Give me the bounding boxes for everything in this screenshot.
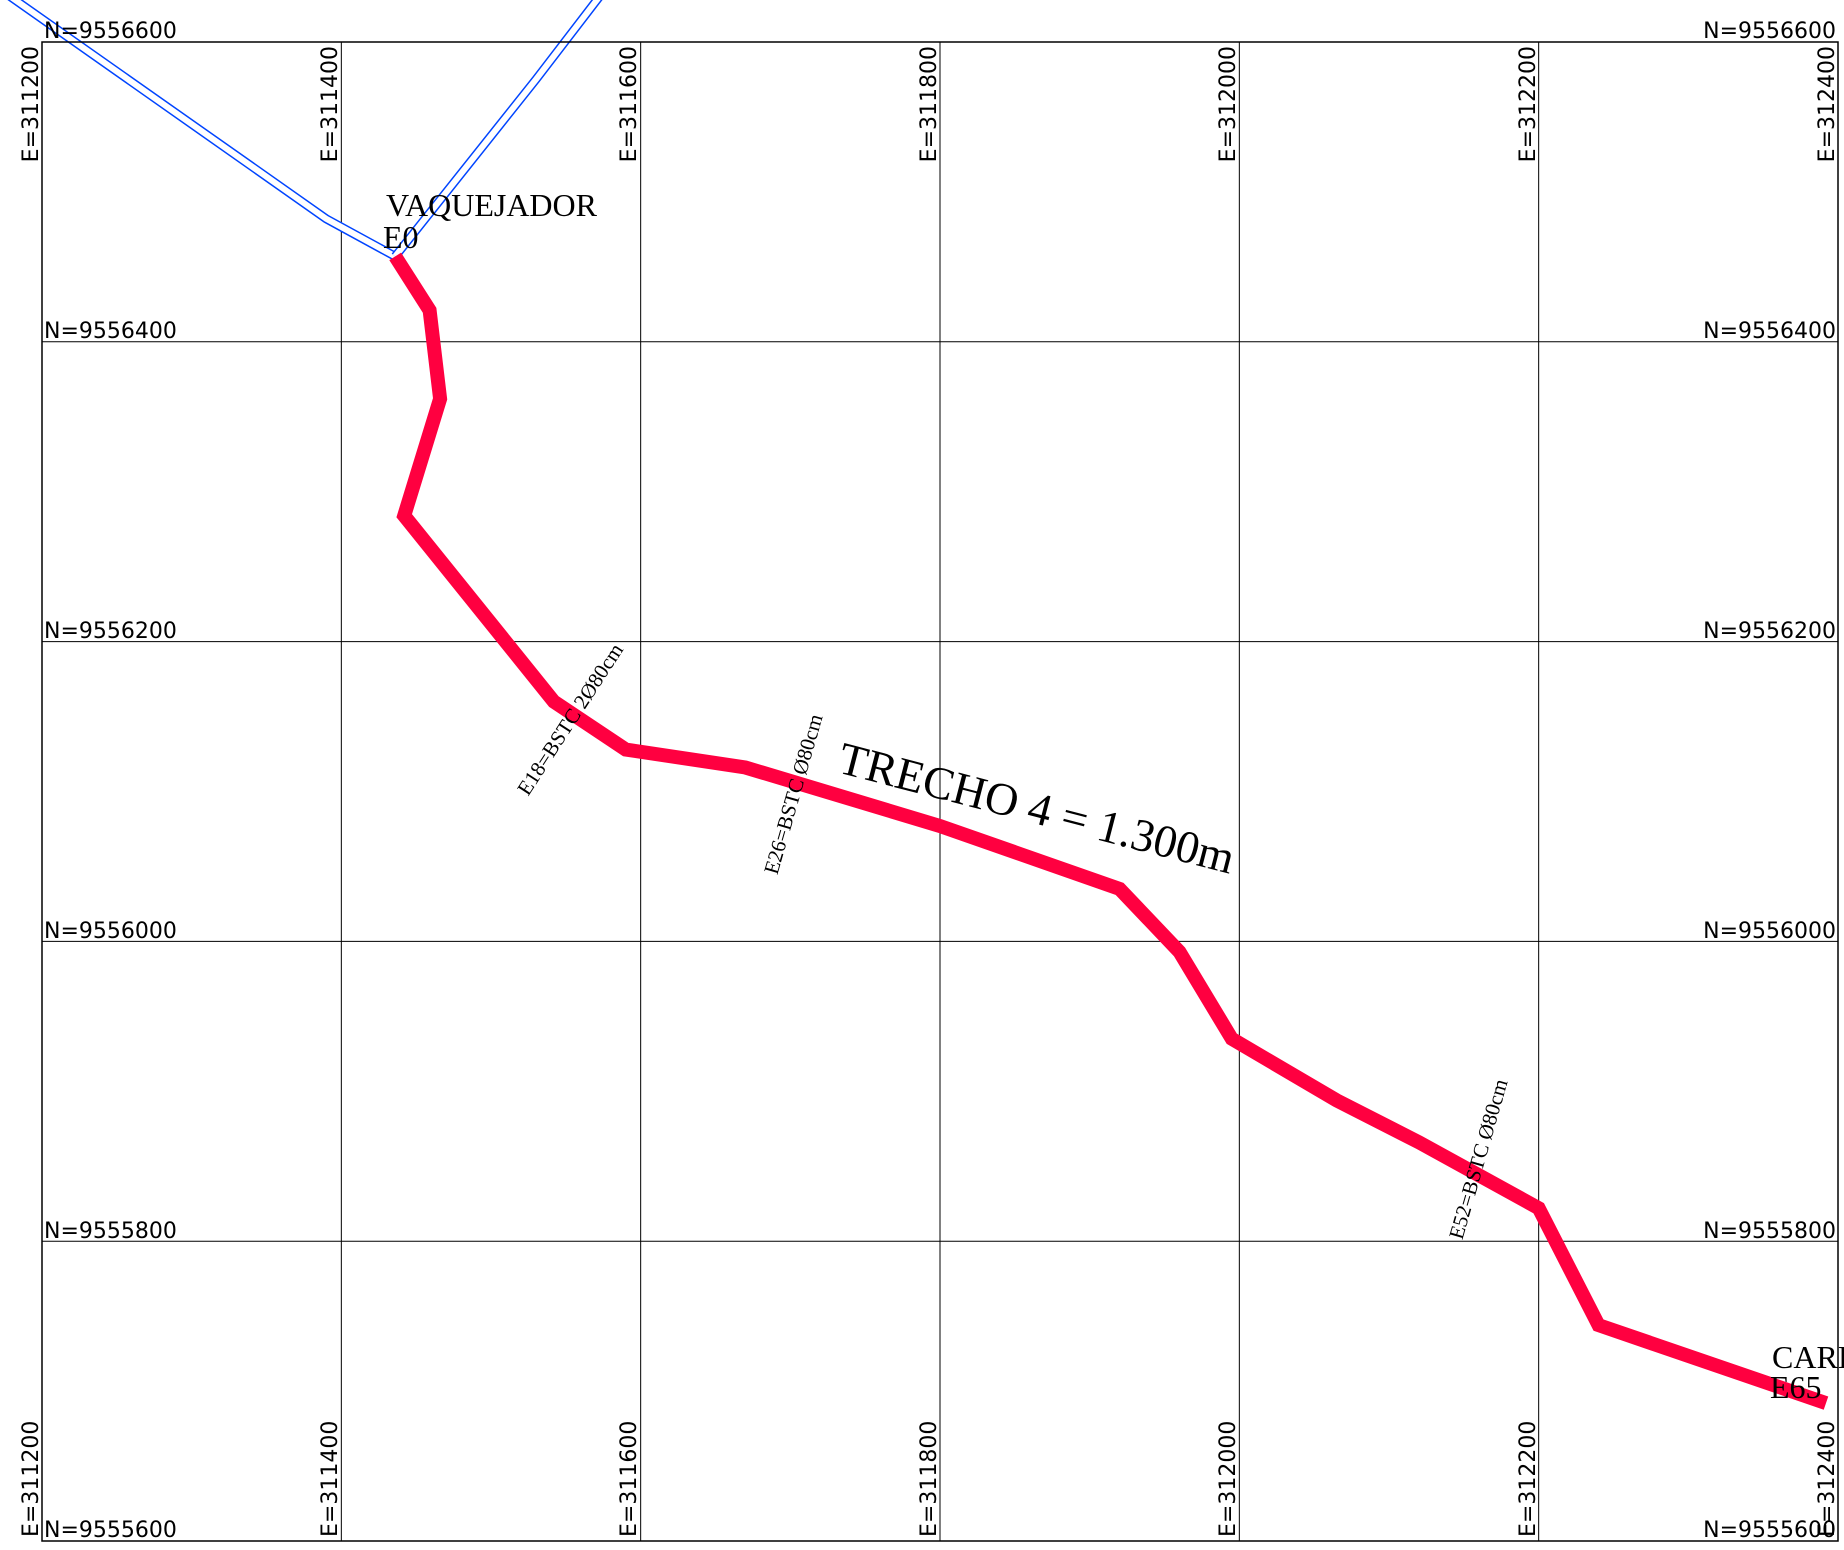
northing-label-left: N=9555600: [44, 1518, 177, 1543]
northing-label-left: N=9556400: [44, 319, 177, 344]
route-trecho-4: [389, 252, 1829, 1410]
easting-label-top: E=312200: [1516, 46, 1541, 162]
easting-label-top: E=311400: [318, 46, 343, 162]
northing-label-left: N=9556600: [44, 19, 177, 44]
start-point-name: VAQUEJADOR: [386, 187, 598, 223]
existing-road-inner: [392, 0, 601, 259]
northing-label-left: N=9556000: [44, 919, 177, 944]
easting-label-bottom: E=311200: [19, 1421, 44, 1537]
easting-label-top: E=311600: [617, 46, 642, 162]
easting-label-bottom: E=312200: [1516, 1421, 1541, 1537]
end-station-label: E65: [1770, 1369, 1822, 1405]
easting-label-top: E=311200: [19, 46, 44, 162]
northing-label-left: N=9556200: [44, 619, 177, 644]
map-frame: [41, 41, 1839, 1542]
northing-label-right: N=9556000: [1703, 919, 1836, 944]
existing-road-inner: [9, 0, 397, 260]
easting-labels: E=311200 E=311200 E=311400 E=311400 E=31…: [19, 46, 1840, 1537]
northing-label-right: N=9556600: [1703, 19, 1836, 44]
coordinate-grid: [42, 42, 1838, 1541]
easting-label-top: E=312000: [1216, 46, 1241, 162]
easting-label-bottom: E=312400: [1815, 1421, 1840, 1537]
northing-label-left: N=9555800: [44, 1219, 177, 1244]
route-line: [389, 252, 1829, 1410]
northing-label-right: N=9555800: [1703, 1219, 1836, 1244]
existing-roads: [7, 0, 603, 261]
easting-label-bottom: E=311600: [617, 1421, 642, 1537]
start-station-label: E0: [383, 219, 419, 255]
easting-label-bottom: E=312000: [1216, 1421, 1241, 1537]
end-point-name: CARI: [1772, 1339, 1844, 1375]
northing-label-right: N=9556200: [1703, 619, 1836, 644]
northing-label-right: N=9555600: [1703, 1518, 1836, 1543]
easting-label-bottom: E=311800: [917, 1421, 942, 1537]
easting-label-top: E=312400: [1815, 46, 1840, 162]
northing-labels: N=9556600 N=9556600 N=9556400 N=9556400 …: [44, 19, 1836, 1543]
easting-label-top: E=311800: [917, 46, 942, 162]
easting-label-bottom: E=311400: [318, 1421, 343, 1537]
northing-label-right: N=9556400: [1703, 319, 1836, 344]
